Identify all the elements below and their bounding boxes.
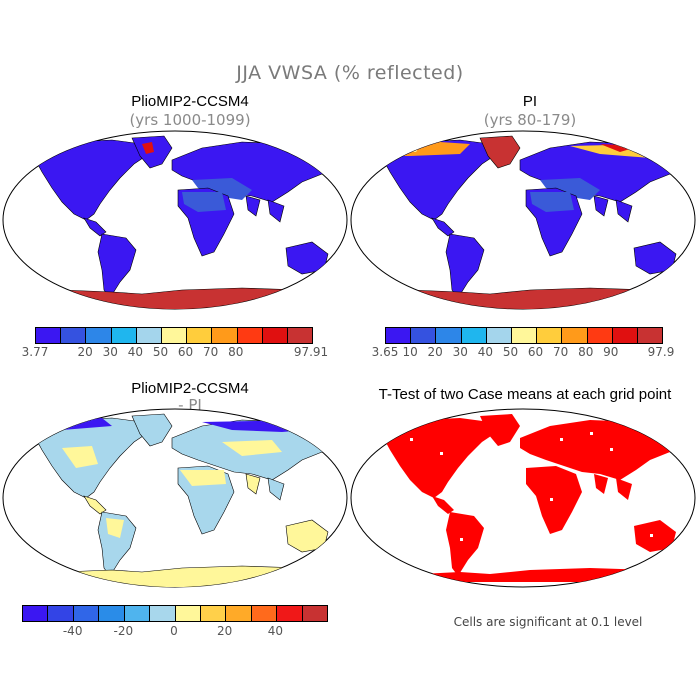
colorbar-cell xyxy=(175,606,201,621)
colorbar-tick-label: 20 xyxy=(427,345,443,359)
colorbar-cell xyxy=(150,606,176,621)
antarctica-shape xyxy=(420,568,650,582)
colorbar-cell xyxy=(136,328,162,343)
panel-bottom-right-title: T-Test of two Case means at each grid po… xyxy=(378,386,672,403)
colorbar-cell xyxy=(411,328,437,343)
colorbar-cell xyxy=(48,606,74,621)
map-bottom-left xyxy=(2,408,348,588)
colorbar-cell xyxy=(200,606,227,621)
colorbar-cell xyxy=(277,606,303,621)
colorbar-cell xyxy=(486,328,512,343)
colorbar-tick-label: 40 xyxy=(267,624,283,638)
colorbar-cell xyxy=(461,328,487,343)
colorbar-cell xyxy=(111,328,137,343)
colorbar-tick-label: 0 xyxy=(170,624,178,638)
colorbar-cell xyxy=(287,328,313,343)
colorbar-top-left-ticks: 3.77 20 30 40 50 60 70 80 97.91 xyxy=(22,345,329,361)
colorbar-tick-label: 30 xyxy=(452,345,468,359)
colorbar-cell xyxy=(226,606,252,621)
colorbar-tick-label: 80 xyxy=(228,345,244,359)
colorbar-tick-label: 10 xyxy=(402,345,418,359)
colorbar-tick-label: -20 xyxy=(113,624,134,638)
colorbar-tick-label: 3.65 xyxy=(371,345,399,359)
colorbar-top-right-ticks: 3.65 10 20 30 40 50 60 70 80 90 97.9 xyxy=(372,345,675,361)
colorbar-cell xyxy=(212,328,238,343)
colorbar-cell xyxy=(23,606,49,621)
colorbar-cell xyxy=(587,328,613,343)
colorbar-tick-label: 70 xyxy=(202,345,219,359)
land-continent-shape xyxy=(378,414,692,582)
colorbar-cell xyxy=(61,328,87,343)
colorbar-tick-label: 70 xyxy=(552,345,569,359)
colorbar-cell xyxy=(511,328,538,343)
colorbar-bottom-left-ticks: -40 -20 0 20 40 xyxy=(22,624,326,640)
panel-top-right-title: PI xyxy=(522,93,538,110)
panel-top-left-title: PlioMIP2-CCSM4 xyxy=(131,93,249,110)
colorbar-tick-label: 97.91 xyxy=(293,345,329,359)
colorbar-tick-label: 97.9 xyxy=(647,345,675,359)
colorbar-cell xyxy=(237,328,263,343)
colorbar-cell xyxy=(562,328,588,343)
colorbar-cell xyxy=(187,328,213,343)
map-top-left xyxy=(2,130,348,310)
colorbar-tick-label: 20 xyxy=(217,624,233,638)
colorbar-tick-label: 90 xyxy=(603,345,619,359)
colorbar-tick-label: 60 xyxy=(177,345,194,359)
colorbar-tick-label: 3.77 xyxy=(21,345,49,359)
colorbar-cell xyxy=(612,328,638,343)
map-top-right xyxy=(350,130,696,310)
colorbar-cell xyxy=(302,606,328,621)
colorbar-tick-label: 40 xyxy=(477,345,493,359)
colorbar-cell xyxy=(537,328,563,343)
colorbar-cell xyxy=(637,328,663,343)
antarctica-shape xyxy=(369,287,681,309)
significance-note: Cells are significant at 0.1 level xyxy=(453,615,643,629)
colorbar-bottom-left xyxy=(22,605,328,622)
antarctica-shape xyxy=(21,287,333,309)
colorbar-tick-label: -40 xyxy=(62,624,83,638)
colorbar-tick-label: 40 xyxy=(127,345,143,359)
colorbar-cell xyxy=(262,328,288,343)
panel-bottom-left-title: PlioMIP2-CCSM4 xyxy=(131,380,249,397)
colorbar-cell xyxy=(73,606,100,621)
colorbar-tick-label: 50 xyxy=(502,345,519,359)
colorbar-top-left xyxy=(35,327,313,344)
colorbar-cell xyxy=(36,328,62,343)
map-bottom-right xyxy=(350,408,696,588)
colorbar-cell xyxy=(436,328,462,343)
colorbar-tick-label: 50 xyxy=(152,345,169,359)
colorbar-tick-label: 80 xyxy=(578,345,594,359)
colorbar-cell xyxy=(124,606,151,621)
colorbar-cell xyxy=(99,606,125,621)
colorbar-cell xyxy=(386,328,412,343)
figure-title: JJA VWSA (% reflected) xyxy=(236,62,464,84)
colorbar-cell xyxy=(86,328,112,343)
colorbar-tick-label: 20 xyxy=(77,345,93,359)
colorbar-cell xyxy=(251,606,278,621)
colorbar-tick-label: 30 xyxy=(102,345,118,359)
colorbar-top-right xyxy=(385,327,663,344)
colorbar-tick-label: 60 xyxy=(527,345,544,359)
panel-top-left-subtitle: (yrs 1000-1099) xyxy=(129,111,251,129)
panel-top-right-subtitle: (yrs 80-179) xyxy=(483,111,577,129)
colorbar-cell xyxy=(161,328,188,343)
